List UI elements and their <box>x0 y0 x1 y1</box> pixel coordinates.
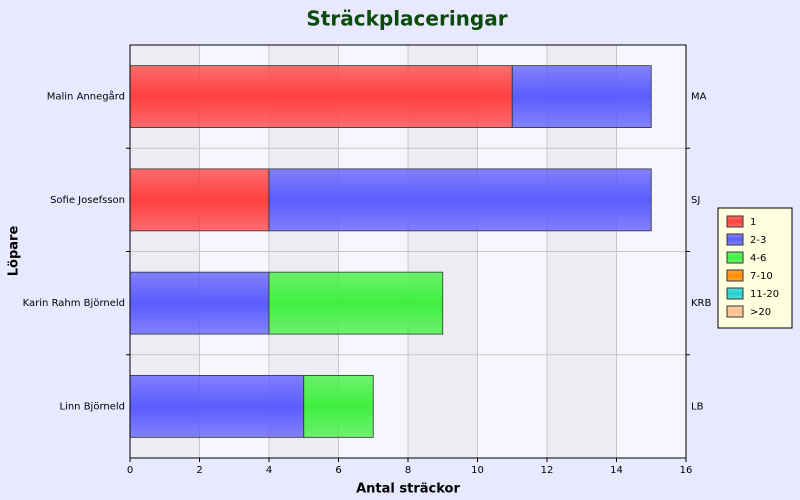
bar-segment <box>268 168 652 232</box>
x-tick-label: 2 <box>196 465 202 476</box>
x-tick-label: 6 <box>335 465 341 476</box>
legend-label: 4-6 <box>750 253 766 264</box>
plot-frame <box>129 44 687 459</box>
y2-tick-label: SJ <box>691 195 700 206</box>
bar-segment <box>268 271 444 335</box>
legend-swatch <box>726 233 744 246</box>
y-tick-label: Sofie Josefsson <box>50 195 125 206</box>
y-tick-label: Karin Rahm Björneld <box>23 298 125 309</box>
legend-swatch <box>726 287 744 300</box>
legend-label: 2-3 <box>750 235 766 246</box>
chart-title: Sträckplaceringar <box>306 7 507 31</box>
bar-segment <box>129 374 305 438</box>
bar-segment <box>129 271 270 335</box>
y2-tick-label: MA <box>691 92 707 103</box>
legend-swatch <box>726 269 744 282</box>
legend-swatch <box>726 305 744 318</box>
bar-segment <box>129 168 270 232</box>
legend-box <box>717 207 793 329</box>
y-tick-label: Linn Björneld <box>59 401 125 412</box>
legend-swatch <box>726 215 744 228</box>
legend-label: >20 <box>750 307 771 318</box>
y-tick-label: Malin Annegård <box>47 90 125 103</box>
bar-segment <box>511 65 652 129</box>
legend-label: 1 <box>750 217 756 228</box>
x-tick-label: 10 <box>471 465 484 476</box>
legend-label: 7-10 <box>750 271 773 282</box>
x-tick-label: 16 <box>680 465 693 476</box>
x-tick-label: 4 <box>266 465 272 476</box>
y2-tick-label: KRB <box>691 298 712 309</box>
bar-segment <box>303 374 374 438</box>
y-axis-title: Löpare <box>7 226 22 277</box>
x-tick-label: 12 <box>541 465 554 476</box>
x-tick-label: 14 <box>610 465 623 476</box>
legend-label: 11-20 <box>750 289 779 300</box>
x-tick-label: 8 <box>405 465 411 476</box>
x-axis-title: Antal sträckor <box>356 482 460 497</box>
legend-swatch <box>726 251 744 264</box>
bar-segment <box>129 65 513 129</box>
y2-tick-label: LB <box>691 401 704 412</box>
x-tick-label: 0 <box>127 465 133 476</box>
